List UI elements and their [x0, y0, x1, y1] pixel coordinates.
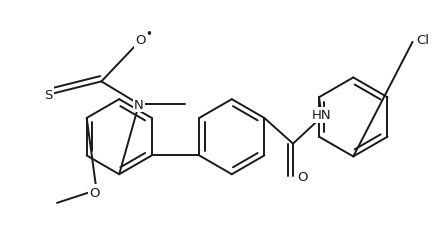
Text: Cl: Cl [416, 34, 429, 47]
Text: O: O [136, 34, 146, 47]
Text: N: N [134, 98, 144, 111]
Text: S: S [44, 88, 52, 101]
Text: O: O [298, 170, 308, 183]
Text: HN: HN [312, 109, 331, 122]
Text: •: • [146, 28, 152, 41]
Text: O: O [89, 186, 100, 199]
